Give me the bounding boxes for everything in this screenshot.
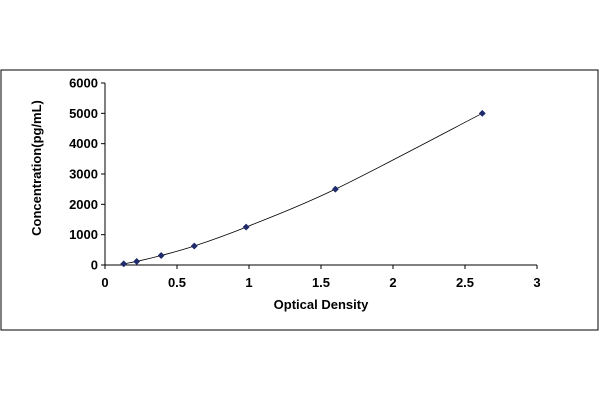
data-point-marker [133, 257, 141, 266]
x-tick-label: 2 [389, 275, 396, 290]
x-tick-label: 1 [245, 275, 252, 290]
data-point-marker [331, 185, 339, 193]
data-point-marker [120, 260, 128, 268]
data-point-marker [478, 109, 486, 117]
y-tick-label: 0 [91, 258, 98, 273]
y-axis-ticks: 0 1000 2000 3000 4000 5000 6000 [69, 76, 105, 273]
x-tick-label: 3 [533, 275, 540, 290]
data-point-marker [190, 242, 198, 250]
data-point-marker [242, 223, 250, 231]
x-tick-label: 0.5 [168, 275, 186, 290]
x-axis-ticks: 0 0.5 1 1.5 2 2.5 3 [101, 265, 541, 290]
data-points [120, 109, 486, 268]
x-tick-label: 1.5 [312, 275, 330, 290]
data-point-marker [157, 251, 165, 260]
y-tick-label: 2000 [69, 197, 98, 212]
y-tick-label: 5000 [69, 106, 98, 121]
chart-border [0, 69, 599, 331]
y-tick-label: 4000 [69, 136, 98, 151]
x-tick-label: 2.5 [456, 275, 474, 290]
x-tick-label: 0 [101, 275, 108, 290]
y-axis-title: Concentration(pg/mL) [29, 100, 44, 236]
y-tick-label: 3000 [69, 167, 98, 182]
plot-area: 0 1000 2000 3000 4000 5000 6000 0 0.5 1 1.5 2 2.5 3 [69, 76, 541, 291]
y-tick-label: 1000 [69, 227, 98, 242]
x-axis-title: Optical Density [274, 297, 369, 312]
y-tick-label: 6000 [69, 76, 98, 91]
